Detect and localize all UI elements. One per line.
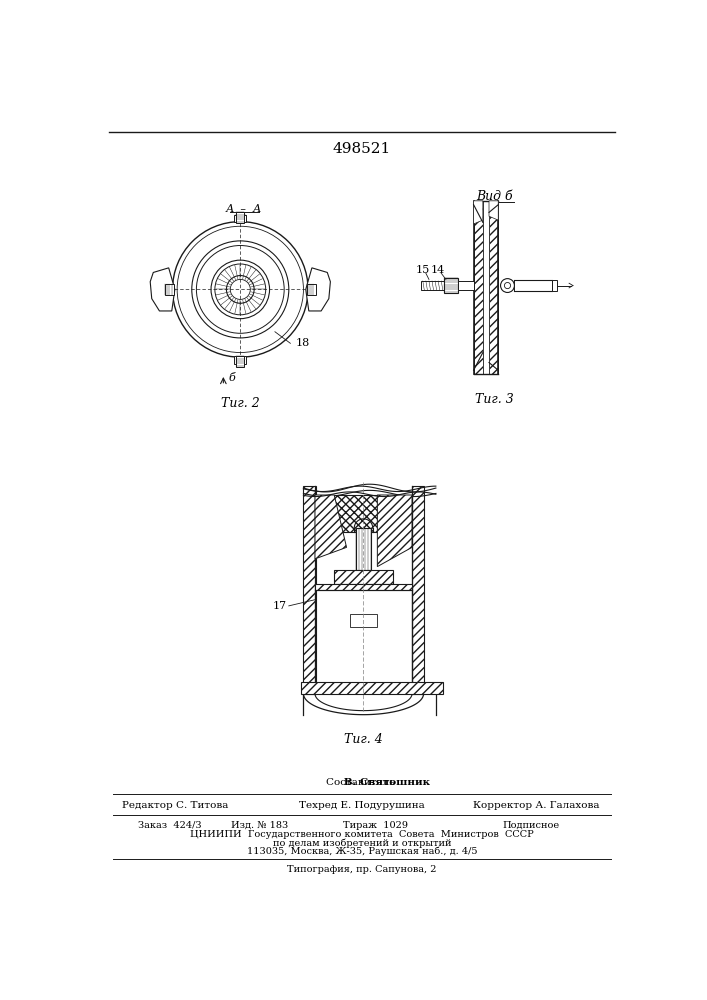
Bar <box>301 682 443 694</box>
Bar <box>235 215 246 221</box>
Bar <box>303 486 316 694</box>
Bar <box>552 280 557 291</box>
Polygon shape <box>305 268 330 311</box>
Text: Корректор А. Галахова: Корректор А. Галахова <box>474 801 600 810</box>
Bar <box>307 284 316 295</box>
Text: Тираж  1029: Тираж 1029 <box>343 821 407 830</box>
Bar <box>315 584 412 590</box>
Text: Τиг. 3: Τиг. 3 <box>475 393 514 406</box>
Text: Подписное: Подписное <box>503 821 560 830</box>
Bar <box>234 356 247 364</box>
Bar <box>356 528 371 570</box>
Bar <box>458 281 474 290</box>
Text: Редактор С. Титова: Редактор С. Титова <box>122 801 228 810</box>
Bar <box>236 356 244 367</box>
Bar <box>474 201 483 374</box>
Text: Вид б: Вид б <box>476 190 513 204</box>
Polygon shape <box>378 495 412 567</box>
Text: по делам изобретений и открытий: по делам изобретений и открытий <box>273 838 451 848</box>
Text: Техред Е. Подурушина: Техред Е. Подурушина <box>299 801 425 810</box>
Text: б: б <box>229 373 235 383</box>
Text: Τиг. 4: Τиг. 4 <box>344 733 383 746</box>
Text: Заказ  424/3: Заказ 424/3 <box>138 821 201 830</box>
Text: В. Святошник: В. Святошник <box>293 778 431 787</box>
Polygon shape <box>315 495 346 559</box>
Bar <box>236 212 244 223</box>
Bar <box>514 280 552 291</box>
Text: 14: 14 <box>431 265 445 275</box>
Text: 18: 18 <box>296 338 310 348</box>
Bar <box>412 486 424 694</box>
Bar <box>165 284 174 295</box>
Polygon shape <box>474 201 483 224</box>
Bar <box>489 201 498 374</box>
Bar <box>483 201 489 374</box>
Bar <box>351 614 378 627</box>
Bar <box>421 281 444 290</box>
Text: А  –  А: А – А <box>226 204 262 214</box>
Text: Составитель: Составитель <box>326 778 398 787</box>
Text: 17: 17 <box>272 601 286 611</box>
Text: 113035, Москва, Ж-35, Раушская наб., д. 4/5: 113035, Москва, Ж-35, Раушская наб., д. … <box>247 847 477 856</box>
Text: 498521: 498521 <box>333 142 391 156</box>
Text: 15: 15 <box>416 265 430 275</box>
Bar <box>334 570 393 584</box>
Text: Τиг. 2: Τиг. 2 <box>221 397 259 410</box>
Text: Типография, пр. Сапунова, 2: Типография, пр. Сапунова, 2 <box>287 865 437 874</box>
Bar <box>334 495 382 532</box>
Text: Изд. № 183: Изд. № 183 <box>231 821 288 830</box>
Text: ЦНИИПИ  Государственного комитета  Совета  Министров  СССР: ЦНИИПИ Государственного комитета Совета … <box>190 830 534 839</box>
Bar <box>234 215 247 222</box>
Polygon shape <box>150 268 175 311</box>
Polygon shape <box>489 201 498 220</box>
Bar <box>444 278 458 293</box>
